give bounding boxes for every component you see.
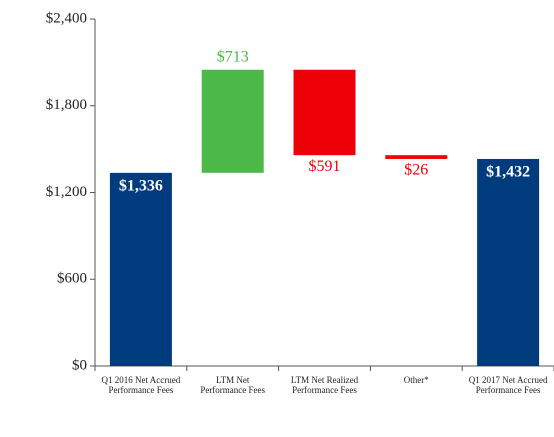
bar — [109, 172, 172, 366]
y-tick-label: $600 — [57, 271, 87, 287]
bar — [385, 155, 448, 159]
x-tick-label: Q1 2017 Net Accrued Performance Fees — [468, 375, 548, 395]
y-tick-label: $1,800 — [46, 97, 87, 113]
x-tick-label: LTM Net Realized Performance Fees — [290, 375, 359, 395]
value-label: $713 — [217, 48, 249, 65]
value-label: $1,432 — [486, 164, 530, 181]
bar — [201, 69, 264, 173]
bar — [477, 158, 540, 366]
value-label: $591 — [309, 158, 341, 175]
value-label: $1,336 — [119, 178, 163, 195]
value-label: $26 — [404, 162, 428, 179]
y-tick-label: $0 — [72, 357, 87, 373]
x-tick-label: Other* — [403, 375, 429, 385]
x-tick-label: LTM Net Performance Fees — [200, 375, 266, 395]
y-tick-label: $2,400 — [46, 10, 87, 26]
bar — [293, 69, 356, 156]
x-tick-label: Q1 2016 Net Accrued Performance Fees — [101, 375, 181, 395]
y-tick-label: $1,200 — [46, 184, 87, 200]
